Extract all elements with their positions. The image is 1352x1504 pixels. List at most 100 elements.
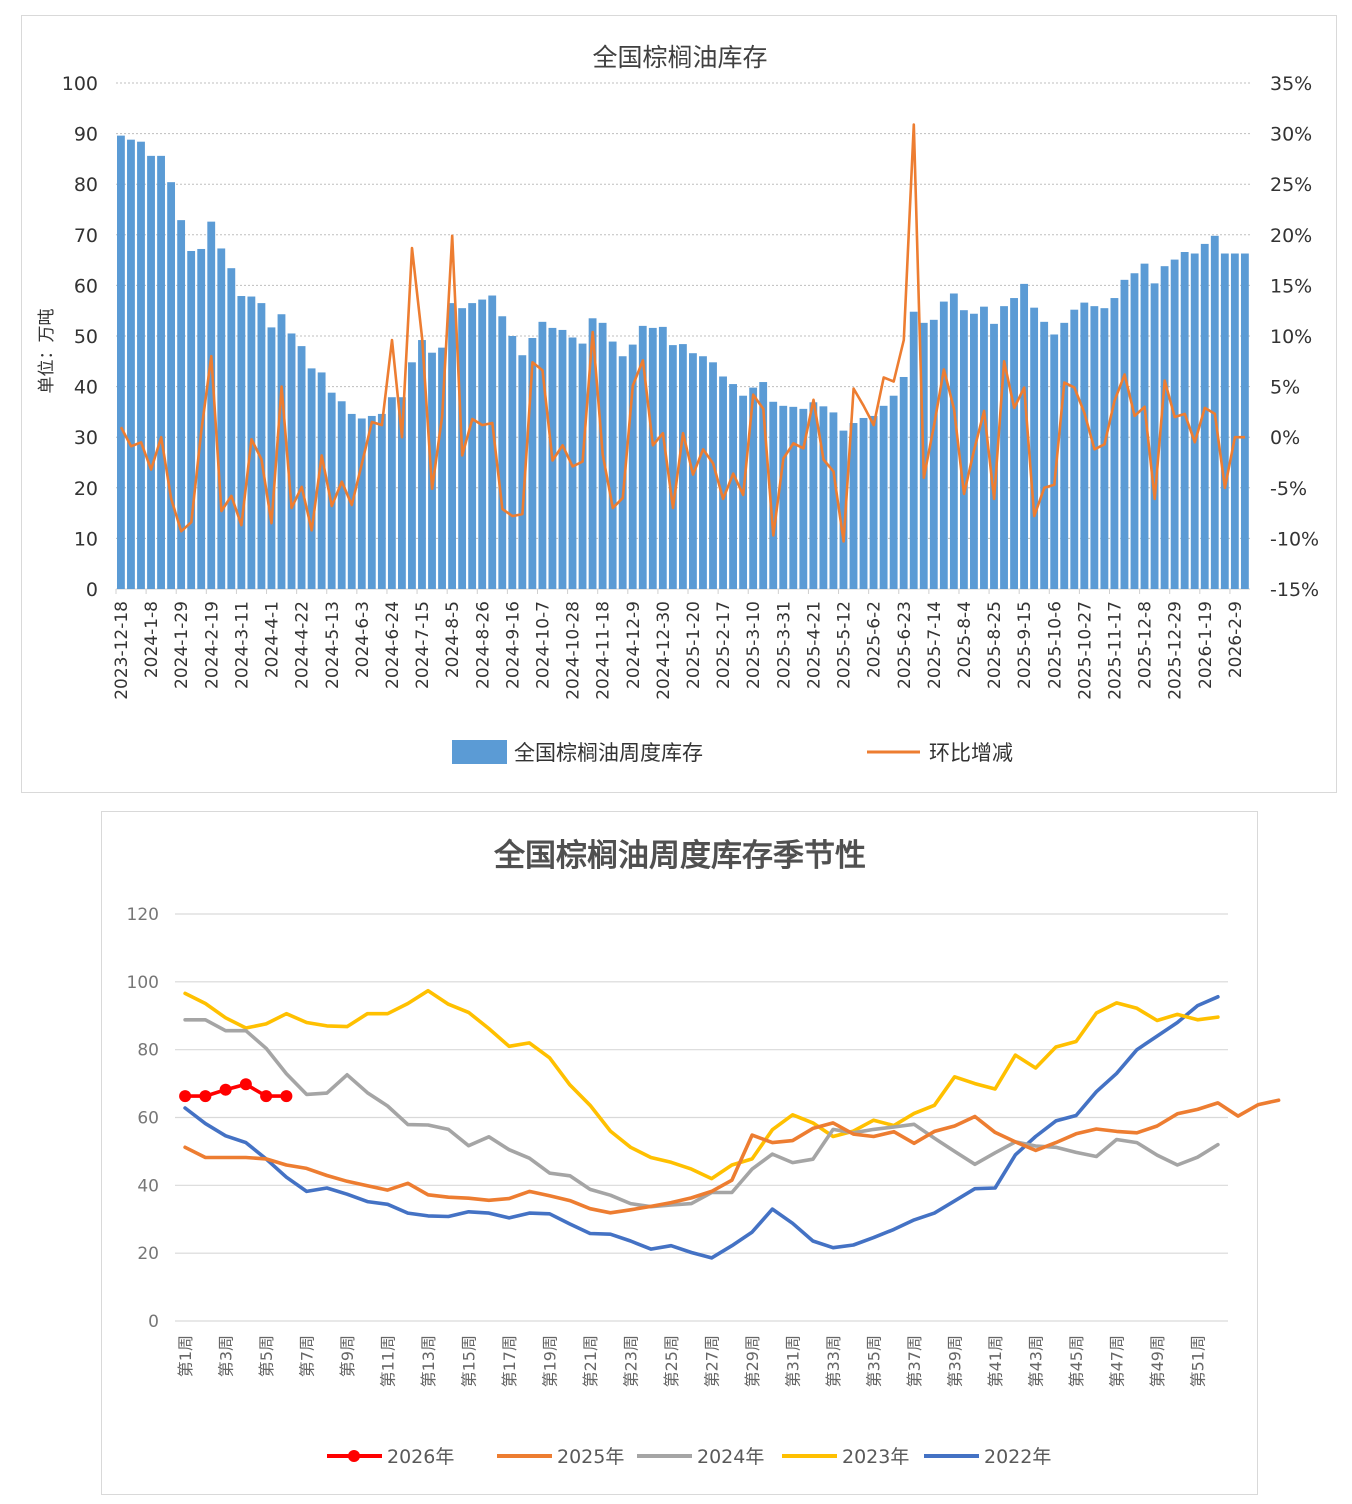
bar	[397, 397, 406, 589]
x-tick-label: 2024-1-29	[172, 601, 192, 689]
x-tick-label: 第51周	[1189, 1335, 1208, 1387]
data-point	[219, 1083, 232, 1096]
x-tick-label: 第43周	[1027, 1335, 1046, 1387]
bar	[729, 384, 737, 589]
bar	[117, 135, 125, 589]
bar	[769, 401, 778, 589]
change-line	[119, 123, 1245, 543]
bar	[990, 323, 998, 589]
x-tick-label: 2024-4-22	[293, 601, 313, 689]
y-axis-label: 单位：万吨	[37, 309, 57, 394]
seasonality-line-chart: 全国棕榈油周度库存季节性 0 20 40 60 80 100 120 第1周 第3周 第5周 第7…	[127, 838, 1281, 1468]
bar	[1140, 263, 1149, 589]
bar	[759, 382, 768, 589]
bar	[1050, 334, 1059, 589]
y2-tick-label: -10%	[1270, 528, 1319, 550]
y2-tick-label: 0%	[1270, 427, 1300, 449]
x-tick-label: 第41周	[986, 1335, 1005, 1387]
bar	[1080, 302, 1089, 589]
legend-label: 2024年	[697, 1446, 764, 1468]
x-tick-label: 2025-7-14	[925, 601, 945, 689]
x-tick-label: 2025-6-23	[895, 601, 915, 689]
bar	[799, 408, 808, 589]
bar	[859, 417, 868, 589]
x-tick-label: 2025-9-15	[1015, 601, 1035, 689]
y-tick-label: 0	[148, 1312, 159, 1332]
legend-label-change: 环比增减	[929, 741, 1013, 765]
y2-tick-label: 15%	[1270, 275, 1312, 297]
x-tick-label: 第37周	[905, 1335, 924, 1387]
bar	[488, 295, 497, 589]
bar	[869, 415, 878, 589]
bar	[227, 268, 236, 589]
y-tick-label: 50	[74, 326, 98, 348]
data-point	[280, 1090, 293, 1103]
bar	[167, 182, 176, 589]
bar	[939, 301, 948, 589]
bar	[839, 430, 848, 589]
y2-tick-label: 30%	[1270, 124, 1312, 146]
x-tick-label: 2024-8-26	[473, 601, 493, 689]
series-line-2023年	[183, 988, 1220, 1181]
x-tick-label: 2023-12-18	[112, 601, 132, 700]
bar	[1060, 322, 1069, 589]
x-tick-label: 2025-3-10	[744, 601, 764, 689]
x-tick-label: 2025-6-2	[865, 601, 885, 678]
y2-tick-label: 20%	[1270, 225, 1312, 247]
bar	[879, 405, 888, 589]
bar	[668, 345, 677, 589]
bar	[1110, 298, 1119, 589]
bar	[578, 343, 587, 589]
bar	[789, 406, 798, 589]
x-tick-label: 2026-2-9	[1226, 601, 1246, 678]
y-tick-label: 80	[74, 174, 98, 196]
legend-marker	[348, 1450, 360, 1462]
x-tick-label: 第19周	[541, 1335, 560, 1387]
bar	[237, 296, 246, 589]
x-tick-label: 第9周	[338, 1335, 357, 1377]
y-tick-label: 60	[137, 1109, 159, 1129]
bar	[709, 362, 717, 589]
bar	[1240, 253, 1249, 589]
x-tick-label: 2024-9-16	[503, 601, 523, 689]
bar	[819, 406, 828, 589]
bar	[1220, 253, 1229, 589]
legend: 2026年 2025年 2024年 2023年 2022年	[327, 1446, 1051, 1468]
series-line-2022年	[183, 995, 1220, 1260]
bar	[317, 372, 326, 589]
bar	[658, 326, 667, 589]
bar	[929, 319, 938, 589]
x-tick-label: 2026-1-19	[1196, 601, 1216, 689]
seasonality-chart-panel: 全国棕榈油周度库存季节性 0 20 40 60 80 100 120 第1周 第3周 第5周 第7…	[101, 811, 1281, 1495]
x-tick-label: 2025-12-29	[1166, 601, 1186, 700]
inventory-chart-panel: 全国棕榈油库存 单位：万吨 0 10 20 30 40 50 60 70 80 90 100 -15…	[21, 15, 1337, 793]
x-tick-label: 2025-3-31	[774, 601, 794, 689]
y2-tick-label: 10%	[1270, 326, 1312, 348]
x-tick-label: 2024-8-5	[443, 601, 463, 678]
legend-label: 2023年	[842, 1446, 909, 1468]
y-tick-label: 70	[74, 225, 98, 247]
x-tick-label: 2024-6-3	[353, 601, 373, 678]
chart-title: 全国棕榈油周度库存季节性	[493, 838, 866, 874]
bar	[438, 347, 446, 589]
inventory-bar-line-chart: 全国棕榈油库存 单位：万吨 0 10 20 30 40 50 60 70 80 90 100 -15…	[37, 43, 1319, 765]
x-tick-label: 2024-10-28	[564, 601, 584, 700]
bar	[1120, 279, 1129, 589]
x-tick-label: 2025-10-6	[1045, 601, 1065, 689]
x-tick-label: 2025-2-17	[714, 601, 734, 689]
legend-label: 2022年	[984, 1446, 1051, 1468]
bar	[1070, 309, 1079, 589]
y-tick-label: 20	[137, 1244, 159, 1264]
bar	[849, 423, 858, 589]
x-tick-label: 2025-8-25	[985, 601, 1005, 689]
x-tick-label: 2024-6-24	[383, 601, 403, 689]
bar	[608, 341, 617, 589]
x-tick-label: 2025-1-20	[684, 601, 704, 689]
bar	[1160, 266, 1169, 589]
bar	[719, 376, 727, 589]
x-tick-label: 2024-7-15	[413, 601, 433, 689]
bar	[518, 355, 527, 589]
bar	[1010, 298, 1018, 589]
y-tick-label: 40	[74, 377, 98, 399]
x-tick-label: 2024-5-13	[323, 601, 343, 689]
